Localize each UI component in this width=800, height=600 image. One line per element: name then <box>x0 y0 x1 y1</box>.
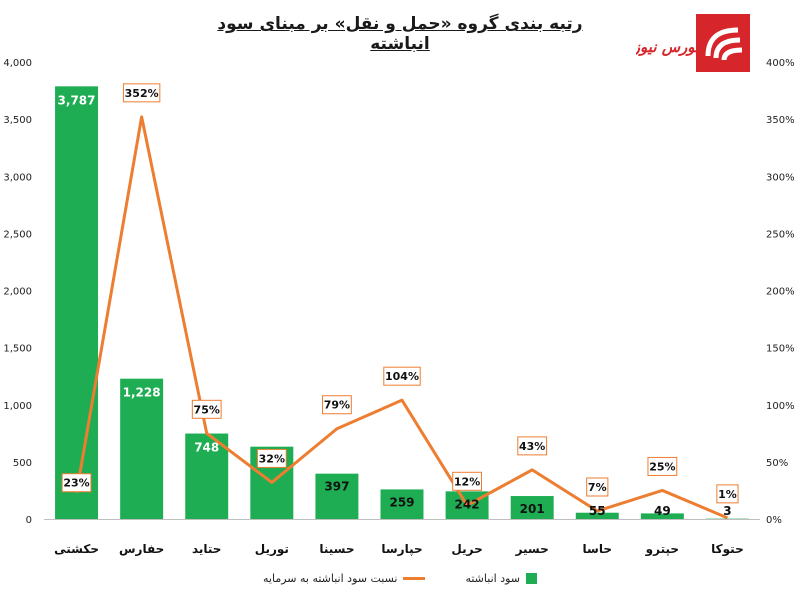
pct-value-label: 7% <box>588 481 607 494</box>
bar-value-label: 1,228 <box>123 386 161 400</box>
chart-title: رتبه بندی گروه «حمل و نقل» بر مبنای سود … <box>217 14 583 54</box>
pct-label-box <box>61 473 92 493</box>
pct-label-box <box>122 83 161 103</box>
pct-value-label: 1% <box>718 488 737 501</box>
pct-label-box <box>517 436 548 456</box>
bar-value-label: 201 <box>520 502 545 516</box>
x-tick-label: حسیر <box>515 542 549 556</box>
y-right-tick-label: 50% <box>766 458 788 469</box>
x-tick-label: حتاید <box>192 542 222 556</box>
bar-value-label: 3 <box>723 504 731 518</box>
pct-label-box <box>256 448 287 468</box>
bar <box>315 473 359 519</box>
bar-value-label: 259 <box>389 495 414 509</box>
legend-item-bar: سود انباشته <box>465 572 537 585</box>
x-tick-label: حفارس <box>119 542 164 556</box>
pct-label-box <box>647 456 678 476</box>
bar-value-label: 242 <box>455 497 480 511</box>
bar <box>575 512 619 519</box>
pct-label-box <box>586 477 609 497</box>
bar <box>510 496 554 519</box>
pct-value-label: 75% <box>194 403 220 416</box>
x-tick-label: حسینا <box>319 542 354 556</box>
legend-item-line: نسبت سود انباشته به سرمایه <box>263 572 426 585</box>
pct-value-label: 352% <box>125 87 159 100</box>
bar-value-label: 3,787 <box>58 93 96 107</box>
bourse-news-logo: بورس نیوز <box>631 12 752 74</box>
legend-label-bar: سود انباشته <box>465 572 520 585</box>
pct-value-label: 104% <box>385 370 419 383</box>
x-tick-label: حپترو <box>645 542 679 557</box>
x-tick-label: حریل <box>451 542 482 556</box>
line-series <box>75 115 729 520</box>
bar <box>55 86 99 519</box>
svg-text:بورس نیوز: بورس نیوز <box>636 38 700 56</box>
bar-value-label: 748 <box>194 441 219 455</box>
pct-label-box <box>452 471 482 491</box>
y-left-tick-label: 4,000 <box>3 58 32 69</box>
bar-value-label: 49 <box>654 504 671 518</box>
legend-swatch-bar <box>526 573 537 584</box>
bar <box>185 433 229 519</box>
x-tick-label: حکشتی <box>54 542 99 556</box>
y-left-tick-label: 3,000 <box>3 172 32 183</box>
y-left-tick-label: 0 <box>26 515 32 526</box>
bar <box>380 489 424 519</box>
y-left-tick-label: 500 <box>13 458 32 469</box>
bar-value-label: 55 <box>589 504 606 518</box>
y-right-tick-label: 350% <box>766 115 795 126</box>
pct-label-box <box>191 399 222 419</box>
y-left-tick-label: 1,000 <box>3 401 32 412</box>
x-tick-label: حتوکا <box>711 542 744 557</box>
pct-label-box <box>383 366 421 386</box>
x-tick-label: حپارسا <box>381 542 422 556</box>
pct-label-box <box>716 484 739 504</box>
pct-value-label: 43% <box>519 440 545 453</box>
pct-label-box <box>322 395 352 415</box>
bar <box>640 513 684 519</box>
x-tick-label: حاسا <box>583 542 612 556</box>
y-right-tick-label: 0% <box>766 515 782 526</box>
y-right-tick-label: 250% <box>766 229 795 240</box>
y-right-tick-label: 200% <box>766 287 795 298</box>
pct-value-label: 25% <box>649 460 675 473</box>
legend-label-line: نسبت سود انباشته به سرمایه <box>263 572 398 585</box>
y-right-tick-label: 300% <box>766 172 795 183</box>
pct-value-label: 23% <box>63 477 89 490</box>
y-right-tick-label: 400% <box>766 58 795 69</box>
bar <box>120 378 164 519</box>
x-tick-label: توریل <box>255 542 289 557</box>
y-left-tick-label: 3,500 <box>3 115 32 126</box>
y-left-tick-label: 2,500 <box>3 229 32 240</box>
y-left-tick-label: 2,000 <box>3 287 32 298</box>
bar-value-label: 397 <box>324 480 349 494</box>
chart-legend: سود انباشته نسبت سود انباشته به سرمایه <box>0 572 800 585</box>
pct-value-label: 32% <box>259 452 285 465</box>
pct-value-label: 12% <box>454 475 480 488</box>
y-left-tick-label: 1,500 <box>3 344 32 355</box>
y-right-tick-label: 150% <box>766 344 795 355</box>
y-right-tick-label: 100% <box>766 401 795 412</box>
pct-value-label: 79% <box>324 399 350 412</box>
legend-swatch-line <box>403 577 426 580</box>
